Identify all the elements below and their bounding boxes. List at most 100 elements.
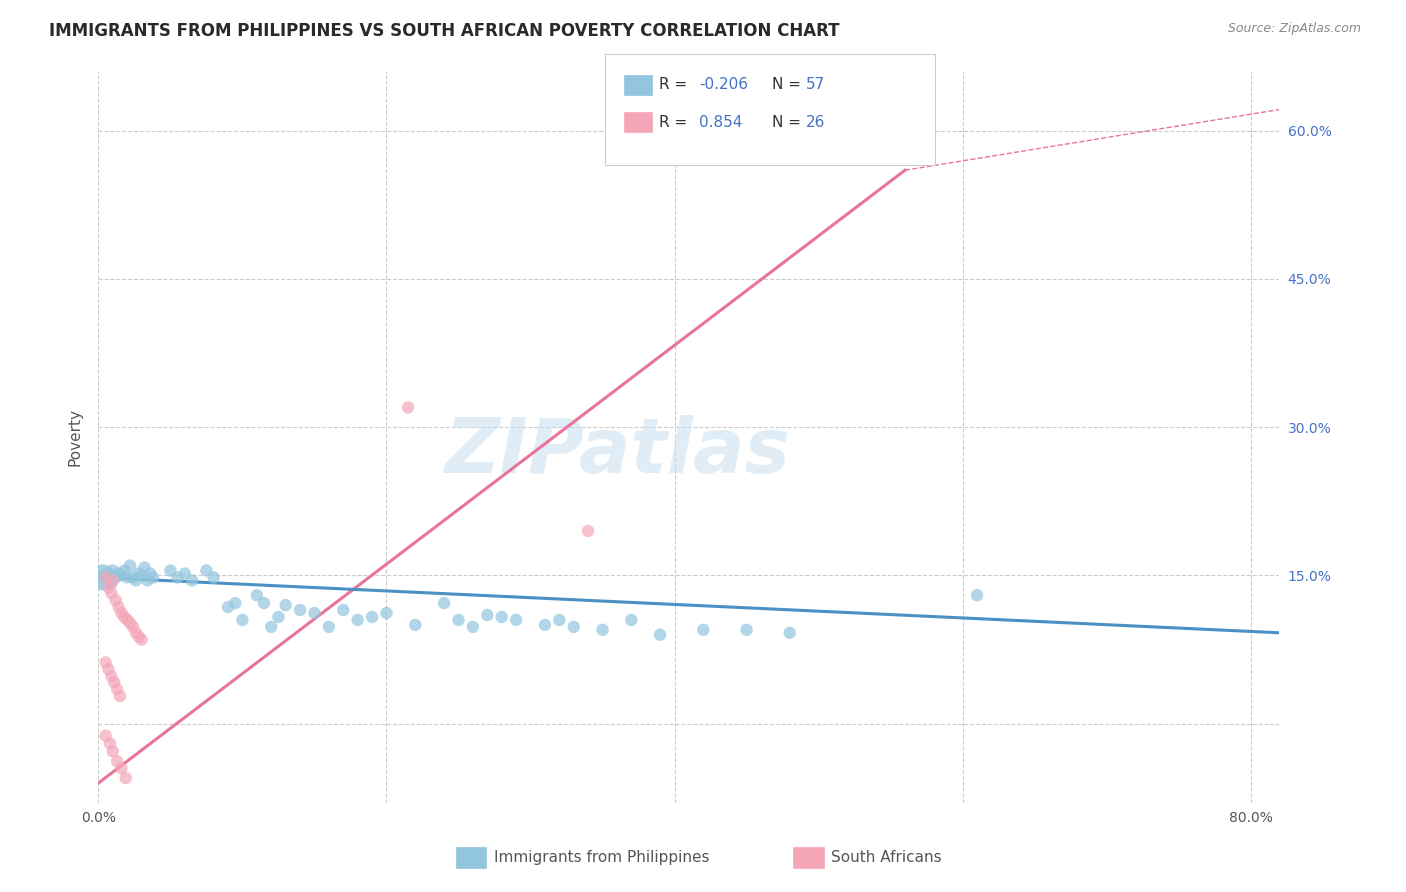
Point — [125, 625, 148, 640]
Point — [548, 613, 571, 627]
Point — [139, 566, 162, 581]
Point — [91, 570, 114, 584]
Text: ZIPatlas: ZIPatlas — [446, 415, 792, 489]
Point — [101, 574, 124, 588]
Point — [94, 729, 117, 743]
Point — [576, 524, 599, 538]
Point — [477, 607, 499, 622]
Point — [620, 613, 643, 627]
Point — [105, 754, 128, 768]
Text: N =: N = — [772, 115, 801, 129]
Point — [217, 600, 239, 615]
Point — [361, 610, 384, 624]
Point — [104, 593, 127, 607]
Point — [966, 588, 988, 602]
Point — [107, 600, 129, 615]
Point — [592, 623, 614, 637]
Point — [224, 596, 246, 610]
Point — [173, 566, 195, 581]
Point — [650, 628, 672, 642]
Point — [120, 615, 142, 630]
Point — [110, 606, 132, 620]
Point — [461, 620, 484, 634]
Text: -0.206: -0.206 — [699, 78, 748, 92]
Point — [122, 620, 145, 634]
Point — [120, 558, 142, 573]
Text: Immigrants from Philippines: Immigrants from Philippines — [494, 850, 709, 864]
Point — [136, 574, 159, 588]
Point — [404, 618, 426, 632]
Point — [101, 564, 124, 578]
Point — [97, 580, 120, 594]
Point — [447, 613, 470, 627]
Point — [375, 606, 398, 620]
Point — [100, 586, 122, 600]
Point — [97, 574, 120, 588]
Point — [134, 560, 156, 574]
Point — [131, 632, 153, 647]
Point — [159, 564, 181, 578]
Point — [505, 613, 527, 627]
Text: 26: 26 — [806, 115, 825, 129]
Point — [332, 603, 354, 617]
Y-axis label: Poverty: Poverty — [67, 408, 83, 467]
Point — [101, 744, 124, 758]
Point — [94, 570, 117, 584]
Point — [260, 620, 283, 634]
Point — [304, 606, 326, 620]
Point — [94, 568, 117, 582]
Point — [112, 564, 135, 578]
Point — [562, 620, 585, 634]
Point — [288, 603, 311, 617]
Point — [491, 610, 513, 624]
Point — [128, 630, 150, 644]
Text: IMMIGRANTS FROM PHILIPPINES VS SOUTH AFRICAN POVERTY CORRELATION CHART: IMMIGRANTS FROM PHILIPPINES VS SOUTH AFR… — [49, 22, 839, 40]
Point — [202, 570, 225, 584]
Point — [166, 570, 188, 584]
Point — [433, 596, 456, 610]
Point — [735, 623, 758, 637]
Point — [100, 669, 122, 683]
Text: Source: ZipAtlas.com: Source: ZipAtlas.com — [1227, 22, 1361, 36]
Point — [98, 737, 121, 751]
Text: N =: N = — [772, 78, 801, 92]
Point — [274, 598, 297, 612]
Text: R =: R = — [659, 115, 688, 129]
Point — [231, 613, 253, 627]
Point — [105, 682, 128, 697]
Point — [103, 675, 125, 690]
Point — [112, 610, 135, 624]
Point — [125, 574, 148, 588]
Point — [267, 610, 290, 624]
Point — [779, 625, 801, 640]
Point — [110, 568, 132, 582]
Point — [142, 570, 165, 584]
Point — [110, 761, 132, 775]
Point — [346, 613, 368, 627]
Text: 0.854: 0.854 — [699, 115, 742, 129]
Point — [692, 623, 714, 637]
Point — [107, 566, 129, 581]
Point — [91, 570, 114, 584]
Point — [131, 568, 153, 582]
Point — [246, 588, 269, 602]
Text: South Africans: South Africans — [831, 850, 942, 864]
Point — [534, 618, 557, 632]
Point — [100, 576, 122, 591]
Point — [114, 771, 136, 785]
Point — [181, 574, 204, 588]
Point — [396, 401, 419, 415]
Point — [97, 662, 120, 676]
Point — [195, 564, 218, 578]
Point — [253, 596, 276, 610]
Point — [94, 656, 117, 670]
Text: R =: R = — [659, 78, 688, 92]
Point — [128, 566, 150, 581]
Point — [122, 570, 145, 584]
Point — [115, 570, 138, 584]
Text: 57: 57 — [806, 78, 825, 92]
Point — [108, 689, 131, 703]
Point — [115, 613, 138, 627]
Point — [318, 620, 340, 634]
Point — [104, 570, 127, 584]
